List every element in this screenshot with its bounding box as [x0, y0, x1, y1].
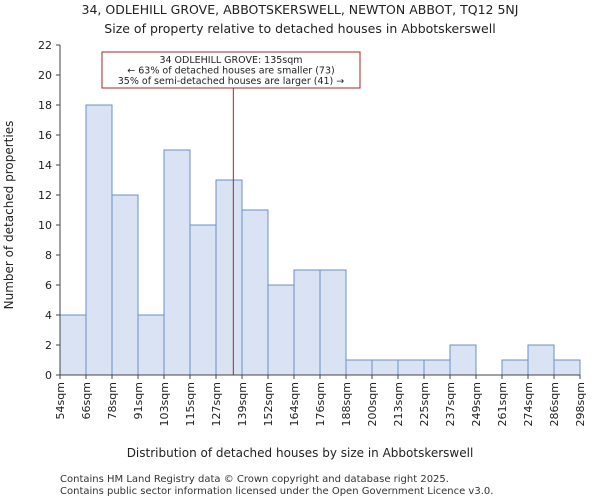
- bar-127sqm: [215, 179, 243, 376]
- y-tick-label: 20: [38, 69, 52, 82]
- x-tick-label: 200sqm: [366, 382, 379, 426]
- x-tick-label: 298sqm: [574, 382, 587, 426]
- x-tick-label: 103sqm: [158, 382, 171, 426]
- y-axis-label: Number of detached properties: [2, 121, 16, 310]
- bar-200sqm: [371, 359, 399, 376]
- x-tick-label: 249sqm: [470, 382, 483, 426]
- bar-78sqm: [111, 194, 139, 376]
- bar-213sqm: [397, 359, 425, 376]
- y-tick-label: 0: [45, 369, 52, 382]
- x-tick-label: 225sqm: [418, 382, 431, 426]
- y-tick-label: 14: [38, 159, 52, 172]
- chart-subtitle: Size of property relative to detached ho…: [104, 21, 495, 36]
- bar-261sqm: [501, 359, 529, 376]
- annotation-line-2: ← 63% of detached houses are smaller (73…: [127, 66, 334, 77]
- bar-176sqm: [319, 269, 347, 376]
- y-tick-label: 2: [45, 339, 52, 352]
- x-tick-label: 274sqm: [522, 382, 535, 426]
- annotation-box: [101, 51, 361, 89]
- bar-237sqm: [449, 344, 477, 376]
- y-tick-label: 10: [38, 219, 52, 232]
- x-axis-label: Distribution of detached houses by size …: [127, 446, 474, 460]
- bar-91sqm: [137, 314, 165, 376]
- x-tick-label: 152sqm: [262, 382, 275, 426]
- bar-274sqm: [527, 344, 555, 376]
- bar-103sqm: [163, 149, 191, 376]
- y-tick-label: 22: [38, 39, 52, 52]
- bar-139sqm: [241, 209, 269, 376]
- chart-title: 34, ODLEHILL GROVE, ABBOTSKERSWELL, NEWT…: [82, 2, 519, 17]
- x-tick-label: 91sqm: [132, 382, 145, 419]
- x-tick-label: 66sqm: [80, 382, 93, 419]
- x-tick-label: 237sqm: [444, 382, 457, 426]
- footer-line-2: Contains public sector information licen…: [60, 486, 493, 497]
- footer-line-1: Contains HM Land Registry data © Crown c…: [60, 474, 449, 485]
- y-tick-label: 16: [38, 129, 52, 142]
- x-tick-label: 286sqm: [548, 382, 561, 426]
- plot-area: 0 2 4 6 8 10 12 14 16 18 20 22 54sqm 66sqm 78sqm 91sqm 1…: [38, 39, 587, 426]
- x-tick-label: 127sqm: [210, 382, 223, 426]
- x-tick-label: 188sqm: [340, 382, 353, 426]
- x-tick-label: 176sqm: [314, 382, 327, 426]
- bar-225sqm: [423, 359, 451, 376]
- x-tick-label: 78sqm: [106, 382, 119, 419]
- bar-164sqm: [293, 269, 321, 376]
- bar-54sqm: [59, 314, 87, 376]
- y-tick-label: 6: [45, 279, 52, 292]
- x-tick-label: 261sqm: [496, 382, 509, 426]
- annotation-line-3: 35% of semi-detached houses are larger (…: [118, 76, 345, 87]
- bar-152sqm: [267, 284, 295, 376]
- y-tick-label: 12: [38, 189, 52, 202]
- x-tick-label: 139sqm: [236, 382, 249, 426]
- bar-66sqm: [85, 104, 113, 376]
- y-tick-label: 8: [45, 249, 52, 262]
- x-tick-label: 115sqm: [184, 382, 197, 426]
- bar-286sqm: [553, 359, 581, 376]
- bar-115sqm: [189, 224, 217, 376]
- bar-188sqm: [345, 359, 373, 376]
- y-tick-label: 18: [38, 99, 52, 112]
- y-tick-label: 4: [45, 309, 52, 322]
- annotation-line-1: 34 ODLEHILL GROVE: 135sqm: [159, 55, 302, 66]
- x-tick-label: 164sqm: [288, 382, 301, 426]
- x-tick-label: 213sqm: [392, 382, 405, 426]
- x-tick-label: 54sqm: [54, 382, 67, 419]
